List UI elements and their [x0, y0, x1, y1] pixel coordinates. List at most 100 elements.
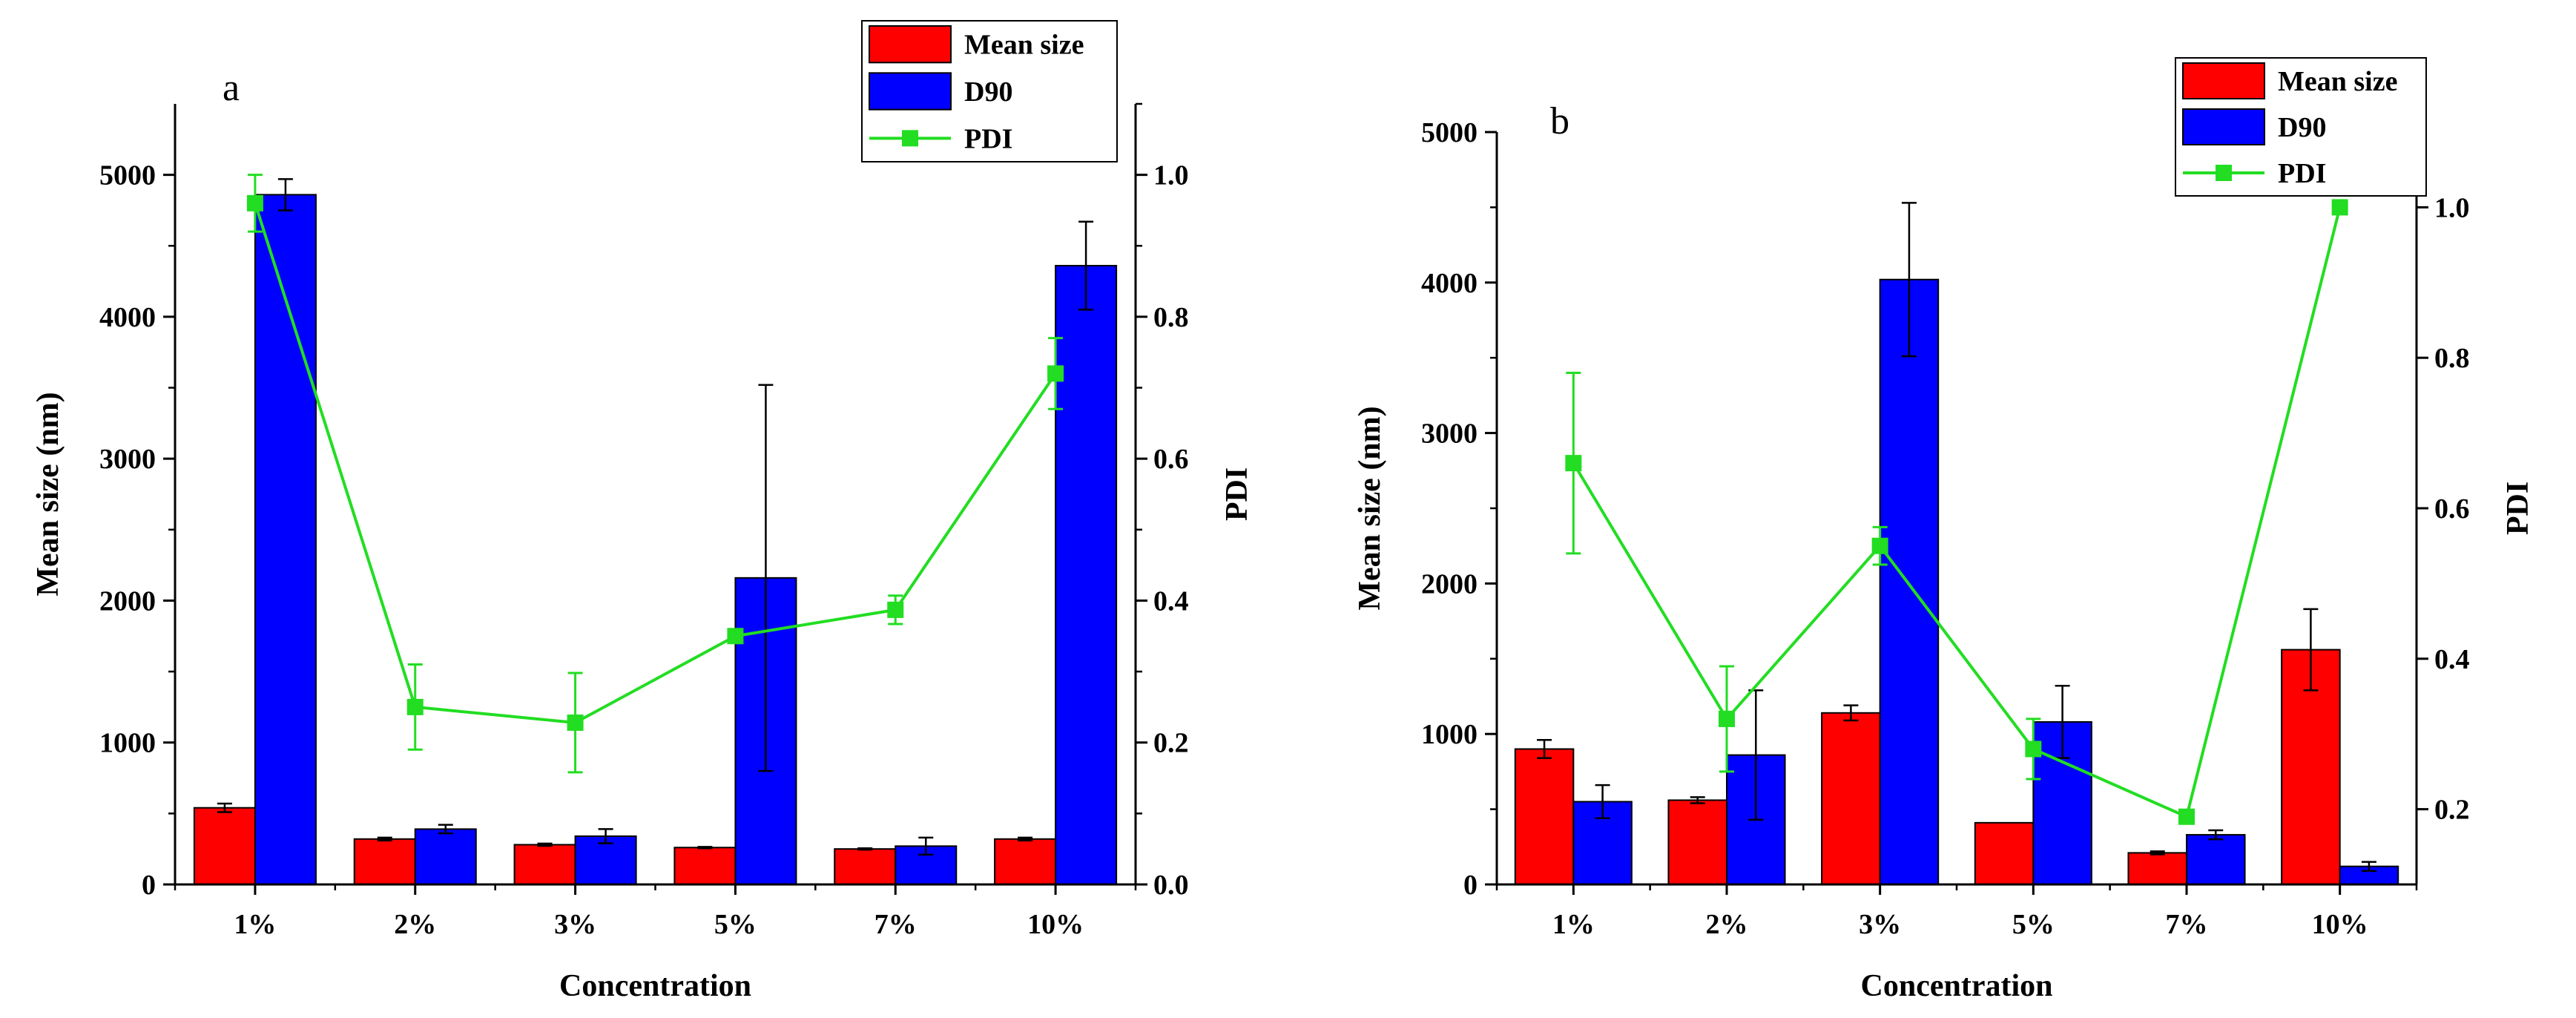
x-tick-label: 1% — [234, 909, 276, 940]
mean-size-bar — [2127, 852, 2187, 885]
legend-swatch-pdi-marker — [902, 130, 918, 147]
y-tick-label: 4000 — [1421, 268, 1478, 299]
legend-label-pdi: PDI — [2278, 158, 2326, 189]
x-tick-label: 7% — [874, 909, 917, 940]
y-tick-label: 5000 — [99, 160, 156, 191]
y2-tick-label: 1.0 — [1153, 160, 1189, 191]
d90-bar — [414, 828, 477, 886]
d90-bar — [2186, 834, 2246, 886]
legend-label-mean-size: Mean size — [964, 30, 1084, 61]
pdi-marker — [1719, 710, 1735, 727]
d90-error-bar — [1078, 220, 1094, 311]
mean-size-error-bar — [1690, 796, 1705, 804]
y2-tick-label: 0.8 — [1153, 302, 1189, 333]
y-axis-title: Mean size (nm) — [1353, 406, 1387, 610]
axes — [174, 104, 1137, 886]
d90-error-bar — [598, 828, 613, 844]
x-tick-label: 7% — [2166, 909, 2208, 940]
y2-tick-label: 0.6 — [2434, 493, 2470, 525]
axes — [1495, 132, 2418, 886]
y-tick-label: 3000 — [99, 444, 156, 475]
y-tick-label: 1000 — [99, 728, 156, 759]
mean-size-bar — [193, 807, 256, 886]
y2-axis-title: PDI — [2501, 482, 2535, 535]
y-tick-label: 3000 — [1421, 418, 1478, 450]
pdi-marker — [1047, 365, 1064, 382]
y2-tick-label: 0.0 — [1153, 870, 1189, 901]
d90-error-bar — [758, 384, 774, 772]
mean-size-error-bar — [2150, 850, 2165, 856]
d90-error-bar — [1901, 202, 1917, 358]
y2-tick-label: 0.4 — [2434, 644, 2470, 675]
x-axis-title: Concentration — [559, 969, 751, 1003]
pdi-line — [254, 203, 1057, 724]
legend-swatch-mean-size — [2182, 62, 2265, 99]
mean-size-bar — [353, 838, 416, 885]
legend: Mean size D90 PDI — [861, 20, 1118, 162]
y2-tick-label: 1.0 — [2434, 192, 2470, 223]
y-tick-label: 0 — [142, 870, 156, 901]
legend-label-mean-size: Mean size — [2278, 66, 2397, 97]
pdi-marker — [2331, 199, 2348, 216]
legend-label-pdi: PDI — [964, 123, 1012, 154]
legend-label-d90: D90 — [964, 76, 1012, 108]
d90-error-bar — [277, 178, 293, 211]
y2-tick-label: 0.6 — [1153, 444, 1189, 475]
x-tick-label: 2% — [394, 909, 436, 940]
x-tick-label: 3% — [1859, 909, 1901, 940]
mean-size-bar — [673, 847, 737, 885]
mean-size-error-bar — [1018, 836, 1033, 841]
legend-swatch-d90 — [869, 72, 952, 111]
pdi-marker — [1871, 537, 1888, 554]
mean-size-bar — [834, 848, 897, 885]
mean-size-bar — [1667, 799, 1727, 886]
mean-size-bar — [1821, 712, 1881, 885]
legend: Mean size D90 PDI — [2175, 57, 2427, 197]
pdi-marker — [727, 628, 744, 645]
mean-size-error-bar — [857, 847, 873, 851]
mean-size-bar — [513, 844, 576, 885]
mean-size-error-bar — [217, 802, 232, 813]
x-tick-label: 2% — [1706, 909, 1748, 940]
pdi-marker — [567, 714, 584, 731]
panel-label: b — [1550, 100, 1569, 142]
mean-size-bar — [1974, 821, 2035, 886]
legend-swatch-mean-size — [869, 25, 952, 64]
y-tick-label: 1000 — [1421, 719, 1478, 750]
d90-error-bar — [438, 824, 453, 835]
x-tick-label: 3% — [554, 909, 596, 940]
x-tick-label: 10% — [2312, 909, 2368, 940]
pdi-marker — [406, 698, 424, 715]
pdi-marker — [2025, 740, 2042, 758]
d90-bar — [574, 835, 637, 886]
y-tick-label: 2000 — [1421, 568, 1478, 600]
d90-error-bar — [2055, 685, 2070, 759]
x-tick-label: 10% — [1027, 909, 1084, 940]
pdi-marker — [246, 194, 263, 211]
d90-error-bar — [918, 836, 934, 856]
mean-size-error-bar — [537, 842, 553, 847]
pdi-marker — [887, 601, 904, 618]
mean-size-error-bar — [2303, 608, 2319, 692]
x-axis-title: Concentration — [1861, 969, 2053, 1003]
d90-error-bar — [2208, 829, 2224, 841]
d90-bar — [2339, 865, 2399, 885]
d90-error-bar — [2361, 861, 2376, 872]
panel-label: a — [223, 67, 240, 109]
mean-size-error-bar — [1537, 739, 1552, 759]
y2-tick-label: 0.4 — [1153, 585, 1189, 617]
mean-size-error-bar — [697, 846, 713, 850]
panel-b-chart: 0 1000 2000 3000 4000 5000 0.2 0.4 0.6 0.8 1.0 1% 2%… — [1353, 57, 2535, 1003]
d90-bar — [1879, 278, 1940, 885]
y2-tick-label: 0.8 — [2434, 343, 2470, 374]
pdi-marker — [2178, 808, 2195, 825]
legend-swatch-pdi-marker — [2216, 165, 2232, 181]
d90-bar — [1055, 265, 1118, 885]
x-tick-label: 5% — [2012, 909, 2055, 940]
mean-size-error-bar — [1843, 704, 1859, 722]
y-tick-label: 5000 — [1421, 117, 1478, 148]
x-tick-label: 1% — [1552, 909, 1595, 940]
pdi-line — [1572, 206, 2342, 819]
y-axis-title: Mean size (nm) — [31, 392, 65, 596]
